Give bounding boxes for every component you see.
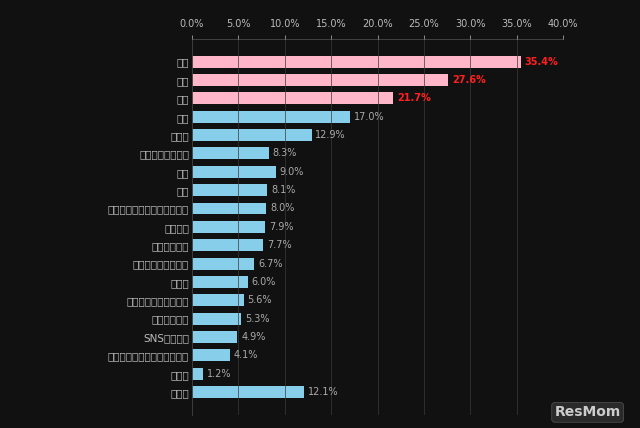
Bar — [192, 111, 349, 123]
Bar — [192, 221, 266, 233]
Text: 8.3%: 8.3% — [273, 149, 297, 158]
Text: 7.7%: 7.7% — [267, 240, 292, 250]
Text: 35.4%: 35.4% — [524, 56, 558, 67]
Text: 21.7%: 21.7% — [397, 93, 431, 103]
Bar — [192, 56, 520, 68]
Text: 1.2%: 1.2% — [207, 369, 231, 379]
Text: 9.0%: 9.0% — [279, 167, 303, 177]
Text: 27.6%: 27.6% — [452, 75, 486, 85]
Bar — [192, 74, 448, 86]
Bar — [192, 258, 254, 270]
Text: 4.9%: 4.9% — [241, 332, 266, 342]
Text: 7.9%: 7.9% — [269, 222, 294, 232]
Text: 12.9%: 12.9% — [316, 130, 346, 140]
Bar — [192, 147, 269, 159]
Text: 6.0%: 6.0% — [252, 277, 276, 287]
Bar — [192, 166, 275, 178]
Bar — [192, 239, 264, 251]
Bar — [192, 331, 237, 343]
Bar — [192, 129, 312, 141]
Bar — [192, 92, 394, 104]
Bar — [192, 184, 267, 196]
Text: 12.1%: 12.1% — [308, 387, 339, 397]
Bar — [192, 386, 304, 398]
Text: 17.0%: 17.0% — [353, 112, 384, 122]
Bar — [192, 368, 203, 380]
Text: 8.0%: 8.0% — [270, 203, 294, 214]
Text: 8.1%: 8.1% — [271, 185, 295, 195]
Text: 6.7%: 6.7% — [258, 259, 282, 268]
Text: ResMom: ResMom — [554, 405, 621, 419]
Text: 5.3%: 5.3% — [245, 314, 269, 324]
Text: 5.6%: 5.6% — [248, 295, 272, 305]
Bar — [192, 202, 266, 214]
Bar — [192, 349, 230, 361]
Bar — [192, 276, 248, 288]
Text: 4.1%: 4.1% — [234, 351, 258, 360]
Bar — [192, 313, 241, 324]
Bar — [192, 294, 244, 306]
